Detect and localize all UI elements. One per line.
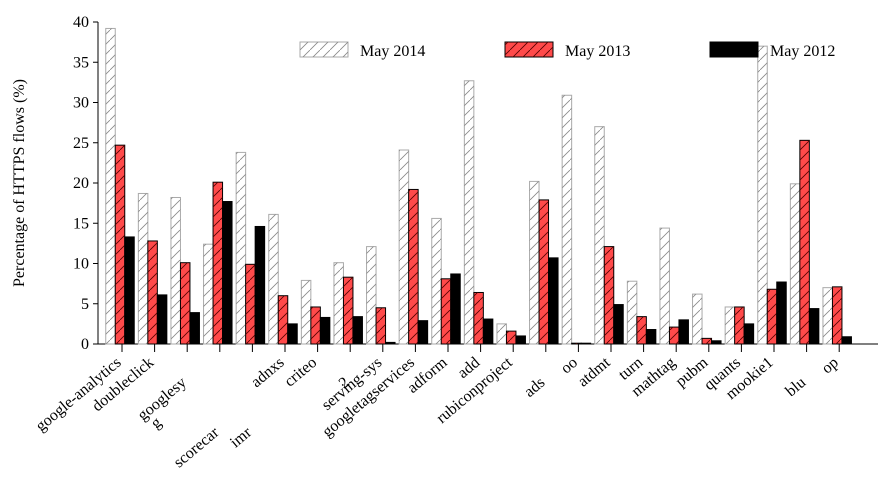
bar-hatch xyxy=(213,182,223,344)
x-tick-label: ads xyxy=(521,374,548,401)
bar-hatch xyxy=(725,306,735,344)
x-tick-label: g xyxy=(148,414,165,432)
bar-hatch xyxy=(757,46,768,345)
y-tick-label: 35 xyxy=(73,54,89,71)
bar-hatch xyxy=(236,152,246,344)
bar xyxy=(482,318,494,345)
bar-hatch xyxy=(170,197,181,344)
legend-swatch xyxy=(709,41,759,58)
bar xyxy=(645,329,657,345)
bar-hatch xyxy=(105,28,116,344)
bar-hatch xyxy=(790,183,800,344)
y-axis-label: Percentage of HTTPS flows (%) xyxy=(11,79,28,287)
bar xyxy=(515,335,526,345)
bar-hatch xyxy=(604,246,614,344)
bar-hatch xyxy=(571,343,582,344)
bar-hatch xyxy=(333,262,344,344)
bar-hatch xyxy=(832,286,842,344)
bar-hatch xyxy=(203,244,214,344)
bar-hatch xyxy=(506,331,516,344)
bar-hatch xyxy=(441,278,451,344)
bar-hatch xyxy=(147,240,158,344)
bar xyxy=(776,281,787,345)
bar xyxy=(189,312,200,345)
x-tick-label: imr xyxy=(227,424,255,452)
bar-hatch xyxy=(734,306,745,344)
bar-hatch xyxy=(115,145,125,344)
legend-hatch xyxy=(505,42,553,57)
bar xyxy=(319,316,331,345)
bar xyxy=(841,336,852,345)
x-tick-label: oo xyxy=(558,354,581,377)
bar-hatch xyxy=(636,316,647,344)
bar-hatch xyxy=(799,140,810,344)
y-tick-label: 40 xyxy=(73,14,89,31)
x-tick-label: blu xyxy=(783,374,810,400)
bar xyxy=(450,273,461,345)
y-tick-label: 0 xyxy=(81,336,89,353)
bar-hatch xyxy=(539,199,549,344)
bar xyxy=(711,340,722,345)
legend-label: May 2014 xyxy=(360,43,425,60)
x-tick-label: op xyxy=(819,354,842,377)
bar-hatch xyxy=(278,295,288,344)
bar-hatch xyxy=(138,193,148,344)
bar xyxy=(385,341,396,345)
y-tick-label: 20 xyxy=(73,175,89,192)
bar xyxy=(124,236,135,345)
bar-hatch xyxy=(268,214,279,344)
bar xyxy=(222,201,233,345)
bar xyxy=(580,342,592,345)
bar-hatch xyxy=(301,280,311,344)
y-tick-label: 30 xyxy=(73,95,89,112)
legend-label: May 2013 xyxy=(565,43,630,60)
bar-hatch xyxy=(627,281,637,344)
bar xyxy=(743,323,755,345)
bar xyxy=(808,308,820,345)
bar-hatch xyxy=(496,323,507,344)
bar-hatch xyxy=(822,287,833,344)
y-tick-label: 10 xyxy=(73,256,89,273)
x-tick-label: adnxs xyxy=(248,354,288,391)
y-tick-label: 5 xyxy=(81,296,89,313)
bar xyxy=(287,323,298,345)
bar-hatch xyxy=(366,246,377,344)
bar-hatch xyxy=(408,189,419,344)
x-tick-label: googlesy xyxy=(135,374,190,424)
bar-hatch xyxy=(431,218,442,344)
bar-hatch xyxy=(473,292,484,344)
bar-hatch xyxy=(702,338,712,344)
bar xyxy=(613,304,624,345)
bar xyxy=(254,225,266,345)
bar-hatch xyxy=(180,262,190,344)
bar xyxy=(352,316,363,345)
bar-hatch xyxy=(594,126,605,345)
legend-hatch xyxy=(300,42,348,57)
legend-label: May 2012 xyxy=(770,43,835,60)
bar-hatch xyxy=(343,277,353,344)
bar-hatch xyxy=(464,80,474,344)
y-tick-label: 25 xyxy=(73,135,89,152)
bar-hatch xyxy=(692,294,703,344)
bar xyxy=(156,294,168,345)
bar-hatch xyxy=(659,228,670,344)
x-tick-label: criteo xyxy=(281,354,320,390)
x-tick-label: atdmt xyxy=(575,354,614,391)
bar xyxy=(678,319,689,345)
bar-hatch xyxy=(399,149,409,344)
x-tick-label: scorecar xyxy=(171,424,223,472)
bar-hatch xyxy=(562,95,572,344)
bar-hatch xyxy=(245,264,256,344)
bar-hatch xyxy=(376,307,386,344)
y-tick-label: 15 xyxy=(73,215,89,232)
bar-hatch xyxy=(767,289,777,344)
bar xyxy=(548,257,559,345)
bar-hatch xyxy=(529,181,540,344)
bar xyxy=(417,320,429,345)
bar-hatch xyxy=(310,306,321,344)
bar-hatch xyxy=(669,327,679,344)
